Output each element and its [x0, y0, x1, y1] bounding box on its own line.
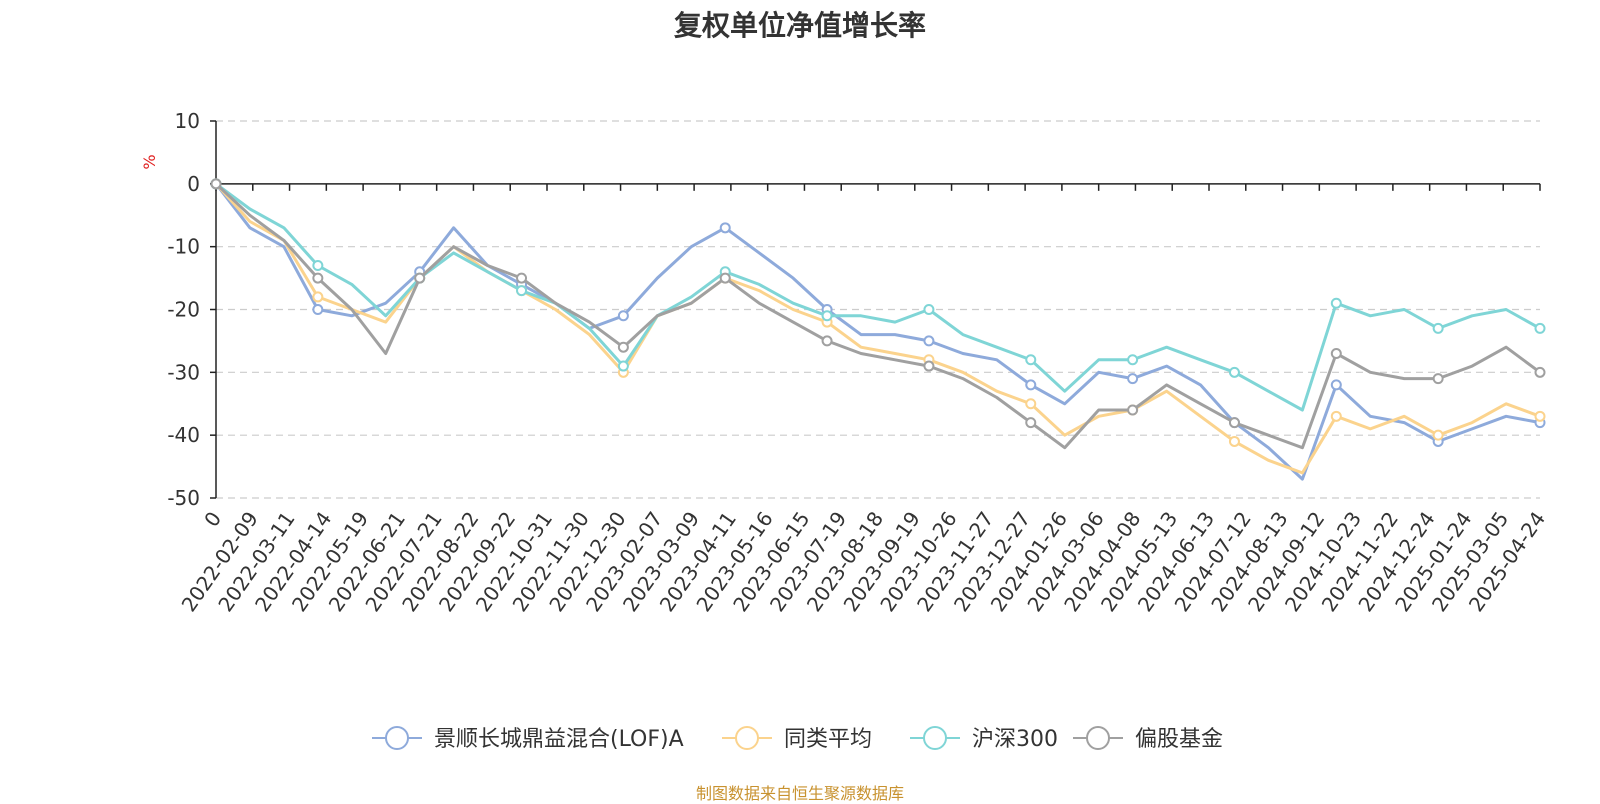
y-tick-label: -20 — [167, 298, 200, 322]
data-point — [1330, 347, 1342, 359]
series-layer — [210, 178, 1546, 481]
grid-layer — [216, 120, 1540, 499]
legend-marker — [385, 726, 409, 750]
data-point — [1228, 435, 1240, 447]
data-point — [1025, 379, 1037, 391]
data-point — [1127, 373, 1139, 385]
data-point — [1025, 417, 1037, 429]
data-point — [821, 335, 833, 347]
legend-entry-label: 偏股基金 — [1135, 727, 1223, 752]
data-point — [719, 272, 731, 284]
data-point — [312, 260, 324, 272]
y-tick-label: -40 — [167, 423, 200, 447]
data-point — [312, 272, 324, 284]
data-point — [1432, 322, 1444, 334]
data-point — [1330, 410, 1342, 422]
y-axis-label: % — [140, 154, 159, 169]
data-point — [1534, 322, 1546, 334]
y-tick-label: -10 — [167, 235, 200, 259]
data-point — [1228, 417, 1240, 429]
data-point — [312, 291, 324, 303]
data-point — [617, 310, 629, 322]
data-point — [1025, 354, 1037, 366]
legend-entry-label: 同类平均 — [784, 727, 872, 752]
legend-marker — [735, 726, 759, 750]
data-point — [516, 285, 528, 297]
data-point — [312, 304, 324, 315]
legend-entry-label: 景顺长城鼎益混合(LOF)A — [434, 727, 684, 752]
axis-layer: 100-10-20-30-40-5002022-02-092022-03-112… — [167, 109, 1550, 616]
data-point — [1432, 373, 1444, 385]
data-point — [617, 360, 629, 372]
data-point — [1534, 366, 1546, 378]
data-point — [617, 341, 629, 353]
y-tick-label: 10 — [175, 109, 200, 133]
series-line — [214, 182, 1542, 450]
data-point — [1127, 354, 1139, 366]
data-point — [516, 272, 528, 284]
y-tick-label: -30 — [167, 360, 200, 384]
series-line — [214, 182, 1542, 412]
series-line — [214, 182, 1542, 475]
data-point — [1330, 379, 1342, 391]
data-point — [821, 310, 833, 322]
data-point — [1025, 398, 1037, 410]
source-note: 制图数据来自恒生聚源数据库 — [695, 784, 904, 803]
y-tick-label: -50 — [167, 486, 200, 510]
y-tick-label: 0 — [187, 172, 200, 196]
data-point — [414, 272, 426, 284]
series-line — [214, 182, 1542, 481]
data-point — [719, 222, 731, 234]
data-point — [923, 360, 935, 372]
legend: 景顺长城鼎益混合(LOF)A 同类平均 沪深300 偏股基金 — [372, 726, 1223, 752]
data-point — [1330, 297, 1342, 309]
legend-entry-label: 沪深300 — [972, 727, 1058, 752]
data-point — [1228, 366, 1240, 378]
x-tick-label: 0 — [199, 507, 226, 531]
data-point — [1534, 410, 1546, 422]
legend-marker — [1086, 726, 1110, 750]
data-point — [210, 178, 222, 190]
data-point — [1432, 429, 1444, 441]
line-chart: 100-10-20-30-40-5002022-02-092022-03-112… — [140, 109, 1550, 752]
data-point — [1127, 404, 1139, 416]
chart-title: 复权单位净值增长率 — [673, 9, 926, 42]
data-point — [923, 304, 935, 315]
data-point — [923, 335, 935, 347]
legend-marker — [923, 726, 947, 750]
